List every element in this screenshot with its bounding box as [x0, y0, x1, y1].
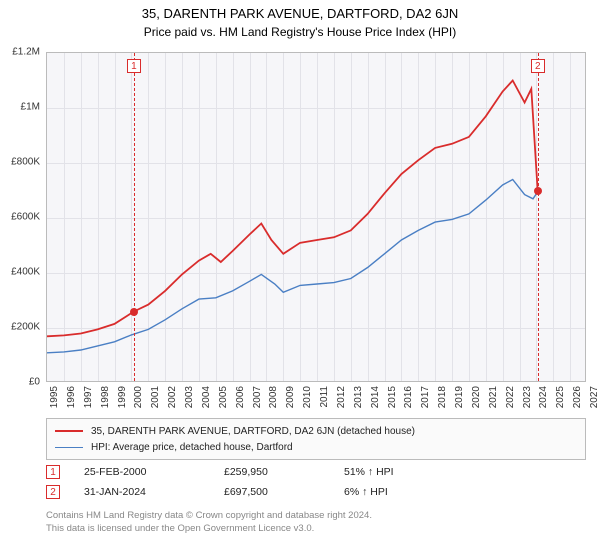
line-series-svg [47, 53, 587, 383]
x-tick-label: 2001 [150, 386, 161, 408]
series-property_price [47, 81, 538, 337]
x-tick-label: 2015 [387, 386, 398, 408]
footer-line-1: Contains HM Land Registry data © Crown c… [46, 510, 586, 523]
x-tick-label: 2006 [235, 386, 246, 408]
chart-plot-wrap: 12 £0£200K£400K£600K£800K£1M£1.2M 199519… [46, 52, 586, 382]
x-tick-label: 2020 [471, 386, 482, 408]
x-tick-label: 2008 [268, 386, 279, 408]
x-tick-label: 2027 [589, 386, 600, 408]
event-index-box: 2 [46, 485, 60, 499]
x-tick-label: 1998 [100, 386, 111, 408]
x-tick-label: 2024 [538, 386, 549, 408]
chart-title: 35, DARENTH PARK AVENUE, DARTFORD, DA2 6… [0, 0, 600, 21]
plot-area: 12 [46, 52, 586, 382]
y-tick-label: £1M [21, 102, 40, 113]
event-row-1: 1 25-FEB-2000£259,95051% ↑ HPI [46, 462, 586, 482]
sale-dot-1 [130, 308, 138, 316]
x-tick-label: 2023 [522, 386, 533, 408]
chart-container: 35, DARENTH PARK AVENUE, DARTFORD, DA2 6… [0, 0, 600, 560]
y-tick-label: £600K [11, 212, 40, 223]
legend-swatch [55, 447, 83, 448]
x-tick-label: 2025 [555, 386, 566, 408]
x-tick-label: 2003 [184, 386, 195, 408]
x-tick-label: 2019 [454, 386, 465, 408]
y-tick-label: £1.2M [12, 47, 40, 58]
event-note: 6% ↑ HPI [344, 486, 464, 498]
x-tick-label: 2026 [572, 386, 583, 408]
legend-label: HPI: Average price, detached house, Dart… [91, 442, 293, 453]
legend-row: 35, DARENTH PARK AVENUE, DARTFORD, DA2 6… [55, 423, 577, 439]
y-tick-label: £200K [11, 322, 40, 333]
y-tick-label: £400K [11, 267, 40, 278]
x-tick-label: 2010 [302, 386, 313, 408]
x-tick-label: 1996 [66, 386, 77, 408]
x-tick-label: 2012 [336, 386, 347, 408]
x-tick-label: 2016 [403, 386, 414, 408]
legend-swatch [55, 430, 83, 432]
x-tick-label: 2013 [353, 386, 364, 408]
x-tick-label: 2009 [285, 386, 296, 408]
sale-dot-2 [534, 187, 542, 195]
series-hpi [47, 180, 538, 353]
sale-events-table: 1 25-FEB-2000£259,95051% ↑ HPI 2 31-JAN-202… [46, 462, 586, 502]
event-marker-1: 1 [127, 59, 141, 73]
x-tick-label: 2002 [167, 386, 178, 408]
x-tick-label: 2017 [420, 386, 431, 408]
event-line-1 [134, 53, 135, 381]
y-tick-label: £800K [11, 157, 40, 168]
x-tick-label: 2022 [505, 386, 516, 408]
x-tick-label: 2004 [201, 386, 212, 408]
x-tick-label: 2000 [133, 386, 144, 408]
legend-label: 35, DARENTH PARK AVENUE, DARTFORD, DA2 6… [91, 426, 415, 437]
event-line-2 [538, 53, 539, 381]
x-tick-label: 2005 [218, 386, 229, 408]
x-tick-label: 1999 [117, 386, 128, 408]
event-date: 25-FEB-2000 [84, 466, 224, 478]
footer-line-2: This data is licensed under the Open Gov… [46, 523, 586, 536]
legend-row: HPI: Average price, detached house, Dart… [55, 439, 577, 455]
x-tick-label: 1995 [49, 386, 60, 408]
event-marker-2: 2 [531, 59, 545, 73]
x-tick-label: 2014 [370, 386, 381, 408]
y-tick-label: £0 [29, 377, 40, 388]
x-tick-label: 2021 [488, 386, 499, 408]
footer-attribution: Contains HM Land Registry data © Crown c… [46, 510, 586, 536]
legend-box: 35, DARENTH PARK AVENUE, DARTFORD, DA2 6… [46, 418, 586, 460]
event-price: £697,500 [224, 486, 344, 498]
x-tick-label: 1997 [83, 386, 94, 408]
event-price: £259,950 [224, 466, 344, 478]
event-date: 31-JAN-2024 [84, 486, 224, 498]
event-note: 51% ↑ HPI [344, 466, 464, 478]
x-tick-label: 2018 [437, 386, 448, 408]
chart-subtitle: Price paid vs. HM Land Registry's House … [0, 21, 600, 39]
x-tick-label: 2007 [252, 386, 263, 408]
event-index-box: 1 [46, 465, 60, 479]
x-tick-label: 2011 [319, 386, 330, 408]
event-row-2: 2 31-JAN-2024£697,5006% ↑ HPI [46, 482, 586, 502]
